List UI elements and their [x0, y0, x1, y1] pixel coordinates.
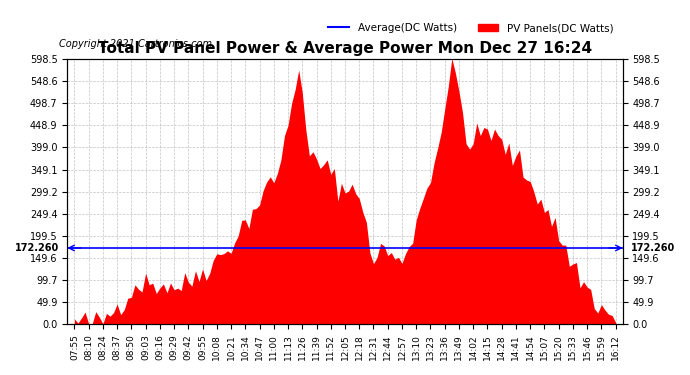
Legend: Average(DC Watts), PV Panels(DC Watts): Average(DC Watts), PV Panels(DC Watts)	[324, 19, 618, 37]
Title: Total PV Panel Power & Average Power Mon Dec 27 16:24: Total PV Panel Power & Average Power Mon…	[98, 41, 592, 56]
Text: Copyright 2021 Cartronics.com: Copyright 2021 Cartronics.com	[59, 39, 212, 50]
Text: 172.260: 172.260	[631, 243, 676, 253]
Text: 172.260: 172.260	[14, 243, 59, 253]
